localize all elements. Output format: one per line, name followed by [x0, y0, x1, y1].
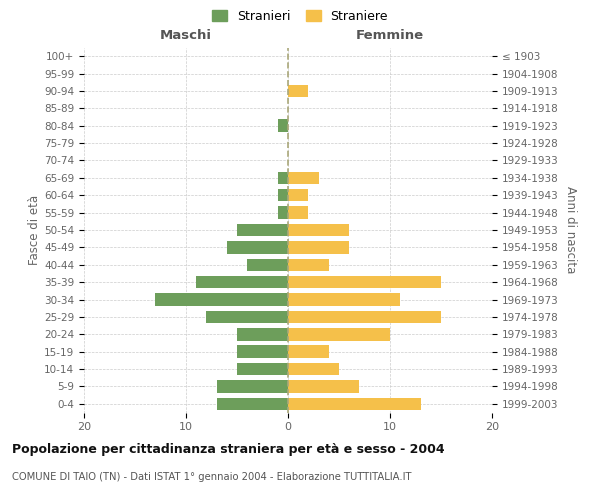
Bar — [206, 310, 288, 323]
Bar — [288, 189, 308, 202]
Text: COMUNE DI TAIO (TN) - Dati ISTAT 1° gennaio 2004 - Elaborazione TUTTITALIA.IT: COMUNE DI TAIO (TN) - Dati ISTAT 1° genn… — [12, 472, 412, 482]
Bar — [288, 206, 308, 219]
Bar — [288, 276, 441, 288]
Y-axis label: Fasce di età: Fasce di età — [28, 195, 41, 265]
Bar — [288, 346, 329, 358]
Y-axis label: Anni di nascita: Anni di nascita — [564, 186, 577, 274]
Bar — [288, 398, 421, 410]
Text: Popolazione per cittadinanza straniera per età e sesso - 2004: Popolazione per cittadinanza straniera p… — [12, 442, 445, 456]
Bar — [288, 310, 441, 323]
Bar — [288, 84, 308, 97]
Bar — [237, 224, 288, 236]
Bar — [237, 363, 288, 376]
Bar — [288, 172, 319, 184]
Bar — [278, 189, 288, 202]
Bar — [237, 346, 288, 358]
Bar — [227, 241, 288, 254]
Bar — [247, 258, 288, 271]
Bar — [288, 241, 349, 254]
Bar — [288, 328, 390, 340]
Bar — [217, 398, 288, 410]
Text: Maschi: Maschi — [160, 30, 212, 43]
Bar — [288, 380, 359, 392]
Text: Femmine: Femmine — [356, 30, 424, 43]
Bar — [155, 294, 288, 306]
Legend: Stranieri, Straniere: Stranieri, Straniere — [208, 6, 392, 26]
Bar — [278, 206, 288, 219]
Bar — [288, 224, 349, 236]
Bar — [278, 172, 288, 184]
Bar — [196, 276, 288, 288]
Bar — [278, 120, 288, 132]
Bar — [288, 363, 339, 376]
Bar — [217, 380, 288, 392]
Bar — [237, 328, 288, 340]
Bar — [288, 258, 329, 271]
Bar — [288, 294, 400, 306]
